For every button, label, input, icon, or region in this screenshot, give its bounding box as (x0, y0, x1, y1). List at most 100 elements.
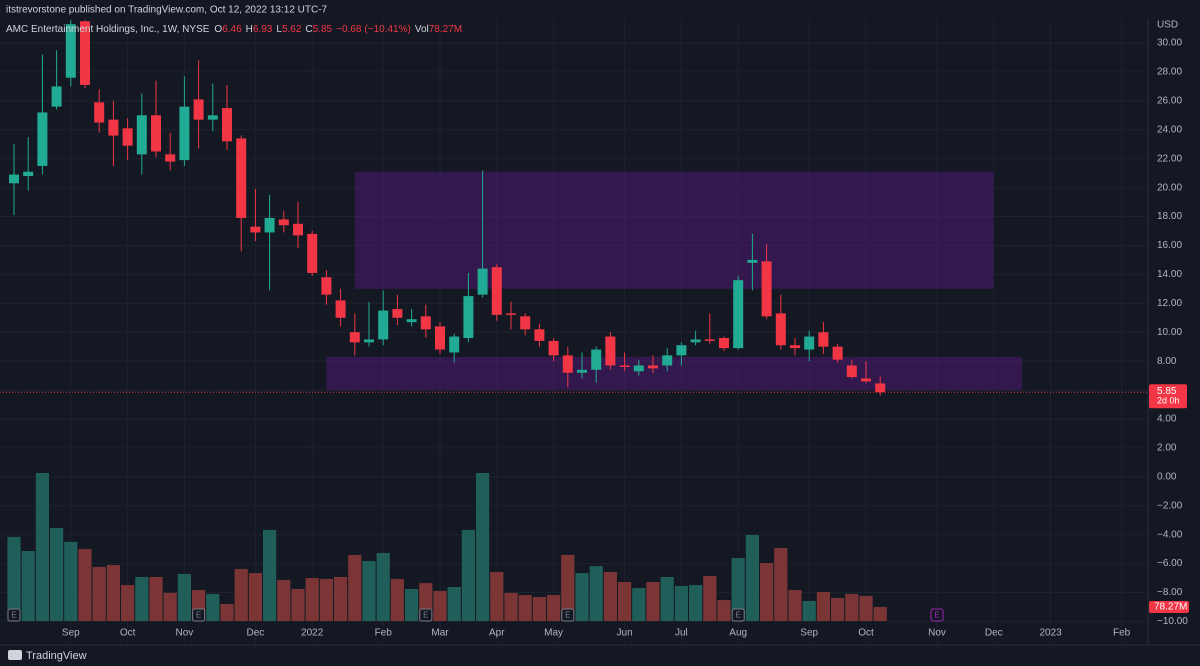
candle-body (633, 365, 644, 372)
volume-bar (447, 586, 461, 621)
volume-bar (873, 606, 887, 621)
last-price-tag (1149, 384, 1187, 409)
candle-body (136, 115, 147, 155)
volume-bar (674, 585, 688, 621)
brand-logo: TradingView (8, 650, 87, 662)
candle-body (392, 309, 403, 318)
y-tick-label: 12.00 (1157, 298, 1182, 309)
volume-bar (760, 563, 774, 621)
candle-body (165, 154, 176, 162)
candle-body (804, 336, 815, 350)
logo-icon (8, 650, 22, 660)
candle-body (648, 365, 658, 369)
volume-bar (589, 566, 603, 621)
candle-body (207, 115, 218, 120)
candle-body (364, 339, 374, 343)
event-marker (192, 608, 206, 622)
event-label: E (736, 611, 741, 620)
candle-body (520, 316, 531, 330)
x-tick-label: Mar (431, 628, 449, 639)
volume-bar (618, 581, 632, 621)
volume-bar (248, 573, 262, 621)
volume-tag (1149, 600, 1189, 613)
candle-body (534, 329, 545, 341)
candle-body (406, 319, 417, 323)
x-tick-label: Oct (858, 628, 874, 639)
volume-bar (348, 554, 362, 621)
volume-bar (334, 576, 348, 621)
volume-bar (731, 558, 745, 621)
volume-label: 78.27M (1154, 602, 1187, 613)
legend-vol: Vol (415, 24, 429, 35)
volume-bar (263, 529, 277, 621)
candle-body (335, 300, 346, 318)
candle-body (37, 112, 48, 166)
volume-bar (135, 576, 149, 621)
legend: AMC Entertainment Holdings, Inc., 1W, NY… (6, 24, 462, 35)
volume-bar (660, 576, 674, 621)
volume-bar (177, 573, 191, 621)
volume-bar (845, 593, 859, 621)
volume-bar (632, 588, 646, 621)
candle-body (818, 332, 829, 347)
candle-body (193, 99, 204, 120)
candle-body (222, 108, 232, 142)
y-tick-label: −6.00 (1157, 558, 1183, 569)
event-label: E (423, 611, 428, 620)
y-tick-label: 0.00 (1157, 471, 1177, 482)
x-tick-label: 2023 (1039, 628, 1062, 639)
event-marker (731, 608, 745, 622)
candle-body (463, 296, 474, 339)
volume-bar (362, 561, 376, 621)
volume-bar (305, 578, 319, 621)
candle-body (9, 174, 19, 184)
volume-bar (476, 473, 490, 621)
volume-bar (50, 527, 64, 621)
y-tick-label: 10.00 (1157, 327, 1182, 338)
candle-body (94, 102, 105, 123)
volume-bar (390, 578, 404, 621)
volume-bar (405, 588, 419, 621)
published-note: itstrevorstone published on TradingView.… (6, 5, 328, 16)
volume-bar (92, 566, 106, 621)
volume-bar (745, 534, 759, 621)
x-tick-label: Sep (800, 628, 818, 639)
y-tick-label: −2.00 (1157, 500, 1183, 511)
legend-change-pct: (−10.41%) (364, 24, 410, 35)
candle-body (761, 261, 772, 317)
volume-bar (234, 568, 248, 621)
candle-body (236, 138, 247, 218)
candle-body (491, 267, 502, 315)
zone (354, 171, 994, 289)
volume-bar (121, 585, 135, 621)
candle-body (151, 115, 161, 152)
volume-bar (646, 581, 660, 621)
volume-bar (106, 564, 120, 621)
candle-body (790, 345, 800, 349)
y-tick-label: 18.00 (1157, 211, 1182, 222)
candle-body (477, 268, 488, 295)
y-tick-label: 22.00 (1157, 153, 1182, 164)
legend-l: L (276, 24, 282, 35)
x-tick-label: Oct (120, 628, 136, 639)
volume-bar (461, 529, 475, 621)
candle-body (719, 338, 729, 349)
brand: TradingView (26, 650, 87, 662)
legend-c: C (305, 24, 312, 35)
legend-h: H (246, 24, 253, 35)
volume-bar (547, 595, 561, 621)
event-label: E (565, 611, 570, 620)
x-tick-label: Dec (247, 628, 265, 639)
y-tick-label: 2.00 (1157, 443, 1177, 454)
candle-body (861, 378, 871, 382)
volume-bar (802, 600, 816, 621)
candle-body (80, 21, 90, 85)
volume-bar (504, 592, 518, 621)
candle-body (562, 355, 573, 373)
candle-body (278, 219, 289, 226)
candle-body (293, 223, 303, 236)
candle-body (548, 340, 559, 356)
event-label: E (11, 611, 16, 620)
candle-body (307, 233, 318, 273)
